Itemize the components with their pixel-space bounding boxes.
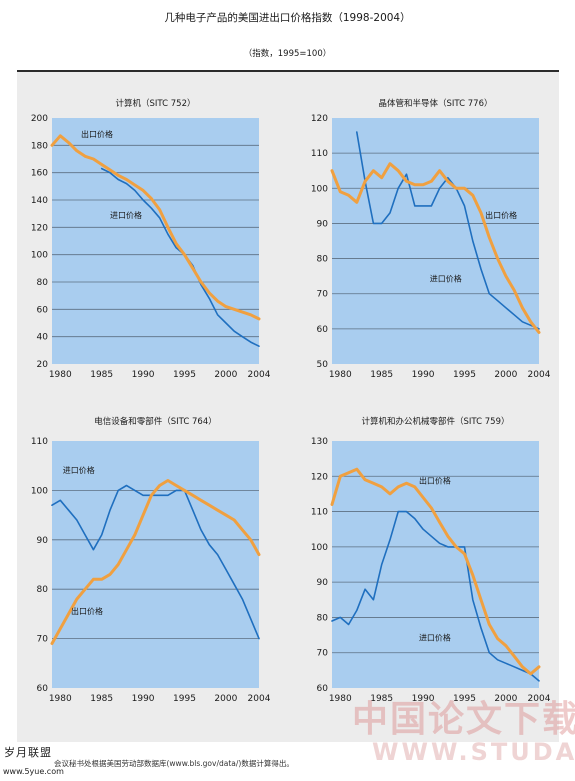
plot-area [332, 441, 539, 688]
series-label: 出口价格 [485, 210, 517, 220]
x-tick-label: 1980 [329, 370, 352, 380]
y-tick-label: 50 [317, 360, 329, 370]
x-tick-label: 1995 [453, 694, 476, 704]
y-tick-label: 90 [317, 219, 329, 229]
y-tick-label: 160 [31, 169, 48, 179]
plot-area [52, 441, 259, 688]
plot-area [332, 118, 539, 364]
y-tick-label: 180 [31, 141, 48, 151]
x-tick-label: 1995 [173, 694, 196, 704]
export-price-line [50, 479, 261, 645]
chart-1: 计算机（SITC 752） 20 40 60 80 100 120 140 160 180 200 1… [31, 98, 271, 380]
x-tick-label: 2004 [528, 694, 551, 704]
series-label: 出口价格 [71, 606, 103, 616]
export-price-line [50, 134, 261, 321]
y-tick-label: 40 [37, 333, 49, 343]
watermark-right-url: WWW.STUDA.NET [372, 738, 575, 766]
x-tick-label: 1985 [90, 694, 113, 704]
footer-note: 会议秘书处根据美国劳动部数据库(www.bls.gov/data/)数据计算得出… [54, 759, 294, 768]
y-tick-label: 80 [317, 613, 329, 623]
y-tick-label: 20 [37, 360, 49, 370]
chart-title: 晶体管和半导体（SITC 776） [379, 98, 493, 109]
x-tick-label: 1995 [173, 370, 196, 380]
watermark-right: 中国论文下载 [352, 699, 575, 740]
export-price-line [330, 467, 541, 676]
y-tick-label: 110 [311, 508, 328, 518]
x-tick-label: 1985 [370, 694, 393, 704]
y-tick-label: 120 [311, 472, 328, 482]
x-tick-label: 1985 [370, 370, 393, 380]
x-tick-label: 1985 [90, 370, 113, 380]
x-tick-label: 1980 [49, 370, 72, 380]
y-tick-label: 90 [317, 578, 329, 588]
chart-title: 计算机和办公机械零部件（SITC 759） [362, 416, 510, 427]
x-tick-label: 1990 [132, 694, 155, 704]
series-label: 进口价格 [419, 632, 451, 642]
series-label: 进口价格 [430, 273, 462, 283]
top-rule [17, 70, 559, 72]
watermark-left: 岁月联盟 [4, 746, 52, 759]
x-tick-label: 1990 [132, 370, 155, 380]
x-tick-label: 2004 [528, 370, 551, 380]
y-tick-label: 130 [311, 437, 328, 447]
y-tick-label: 70 [317, 290, 329, 300]
x-tick-label: 2000 [494, 370, 517, 380]
y-tick-label: 90 [37, 536, 49, 546]
x-tick-label: 2000 [494, 694, 517, 704]
x-tick-label: 1980 [329, 694, 352, 704]
chart-2: 晶体管和半导体（SITC 776） 50 60 70 80 90 100 110 120 1980… [311, 98, 551, 380]
x-tick-label: 1995 [453, 370, 476, 380]
import-price-line [51, 484, 260, 640]
y-tick-label: 60 [37, 305, 49, 315]
y-tick-label: 80 [37, 585, 49, 595]
y-tick-label: 110 [31, 437, 48, 447]
watermark-left-url: www.5yue.com [3, 767, 64, 776]
export-price-line [330, 162, 541, 334]
y-tick-label: 120 [31, 223, 48, 233]
y-tick-label: 140 [31, 196, 48, 206]
series-label: 进口价格 [63, 465, 95, 475]
y-tick-label: 100 [31, 251, 48, 261]
x-tick-label: 1990 [412, 694, 435, 704]
x-tick-label: 2000 [214, 694, 237, 704]
chart-4: 计算机和办公机械零部件（SITC 759） 60 70 80 90 100 110 120 13… [311, 416, 551, 704]
y-tick-label: 70 [317, 649, 329, 659]
series-label: 出口价格 [419, 475, 451, 485]
plot-area [52, 118, 259, 364]
x-tick-label: 2004 [248, 694, 271, 704]
page-title: 几种电子产品的美国进出口价格指数（1998-2004） [164, 12, 411, 24]
x-tick-label: 1980 [49, 694, 72, 704]
y-tick-label: 120 [311, 114, 328, 124]
import-price-line [355, 131, 540, 330]
x-tick-label: 2000 [214, 370, 237, 380]
series-label: 进口价格 [110, 210, 142, 220]
y-tick-label: 70 [37, 635, 49, 645]
y-tick-label: 60 [317, 684, 329, 694]
y-tick-label: 100 [311, 184, 328, 194]
y-tick-label: 100 [31, 486, 48, 496]
x-tick-label: 1990 [412, 370, 435, 380]
y-tick-label: 100 [311, 543, 328, 553]
chart-title: 计算机（SITC 752） [116, 98, 196, 109]
import-price-line [331, 510, 540, 682]
y-tick-label: 200 [31, 114, 48, 124]
y-tick-label: 110 [311, 149, 328, 159]
y-tick-label: 80 [37, 278, 49, 288]
page-subtitle: （指数，1995=100） [243, 49, 332, 59]
y-tick-label: 80 [317, 255, 329, 265]
series-label: 出口价格 [81, 129, 113, 139]
y-tick-label: 60 [37, 684, 49, 694]
chart-title: 电信设备和零部件（SITC 764） [94, 416, 216, 427]
chart-3: 电信设备和零部件（SITC 764） 60 70 80 90 100 110 1980 1985… [31, 416, 271, 704]
y-tick-label: 60 [317, 325, 329, 335]
x-tick-label: 2004 [248, 370, 271, 380]
